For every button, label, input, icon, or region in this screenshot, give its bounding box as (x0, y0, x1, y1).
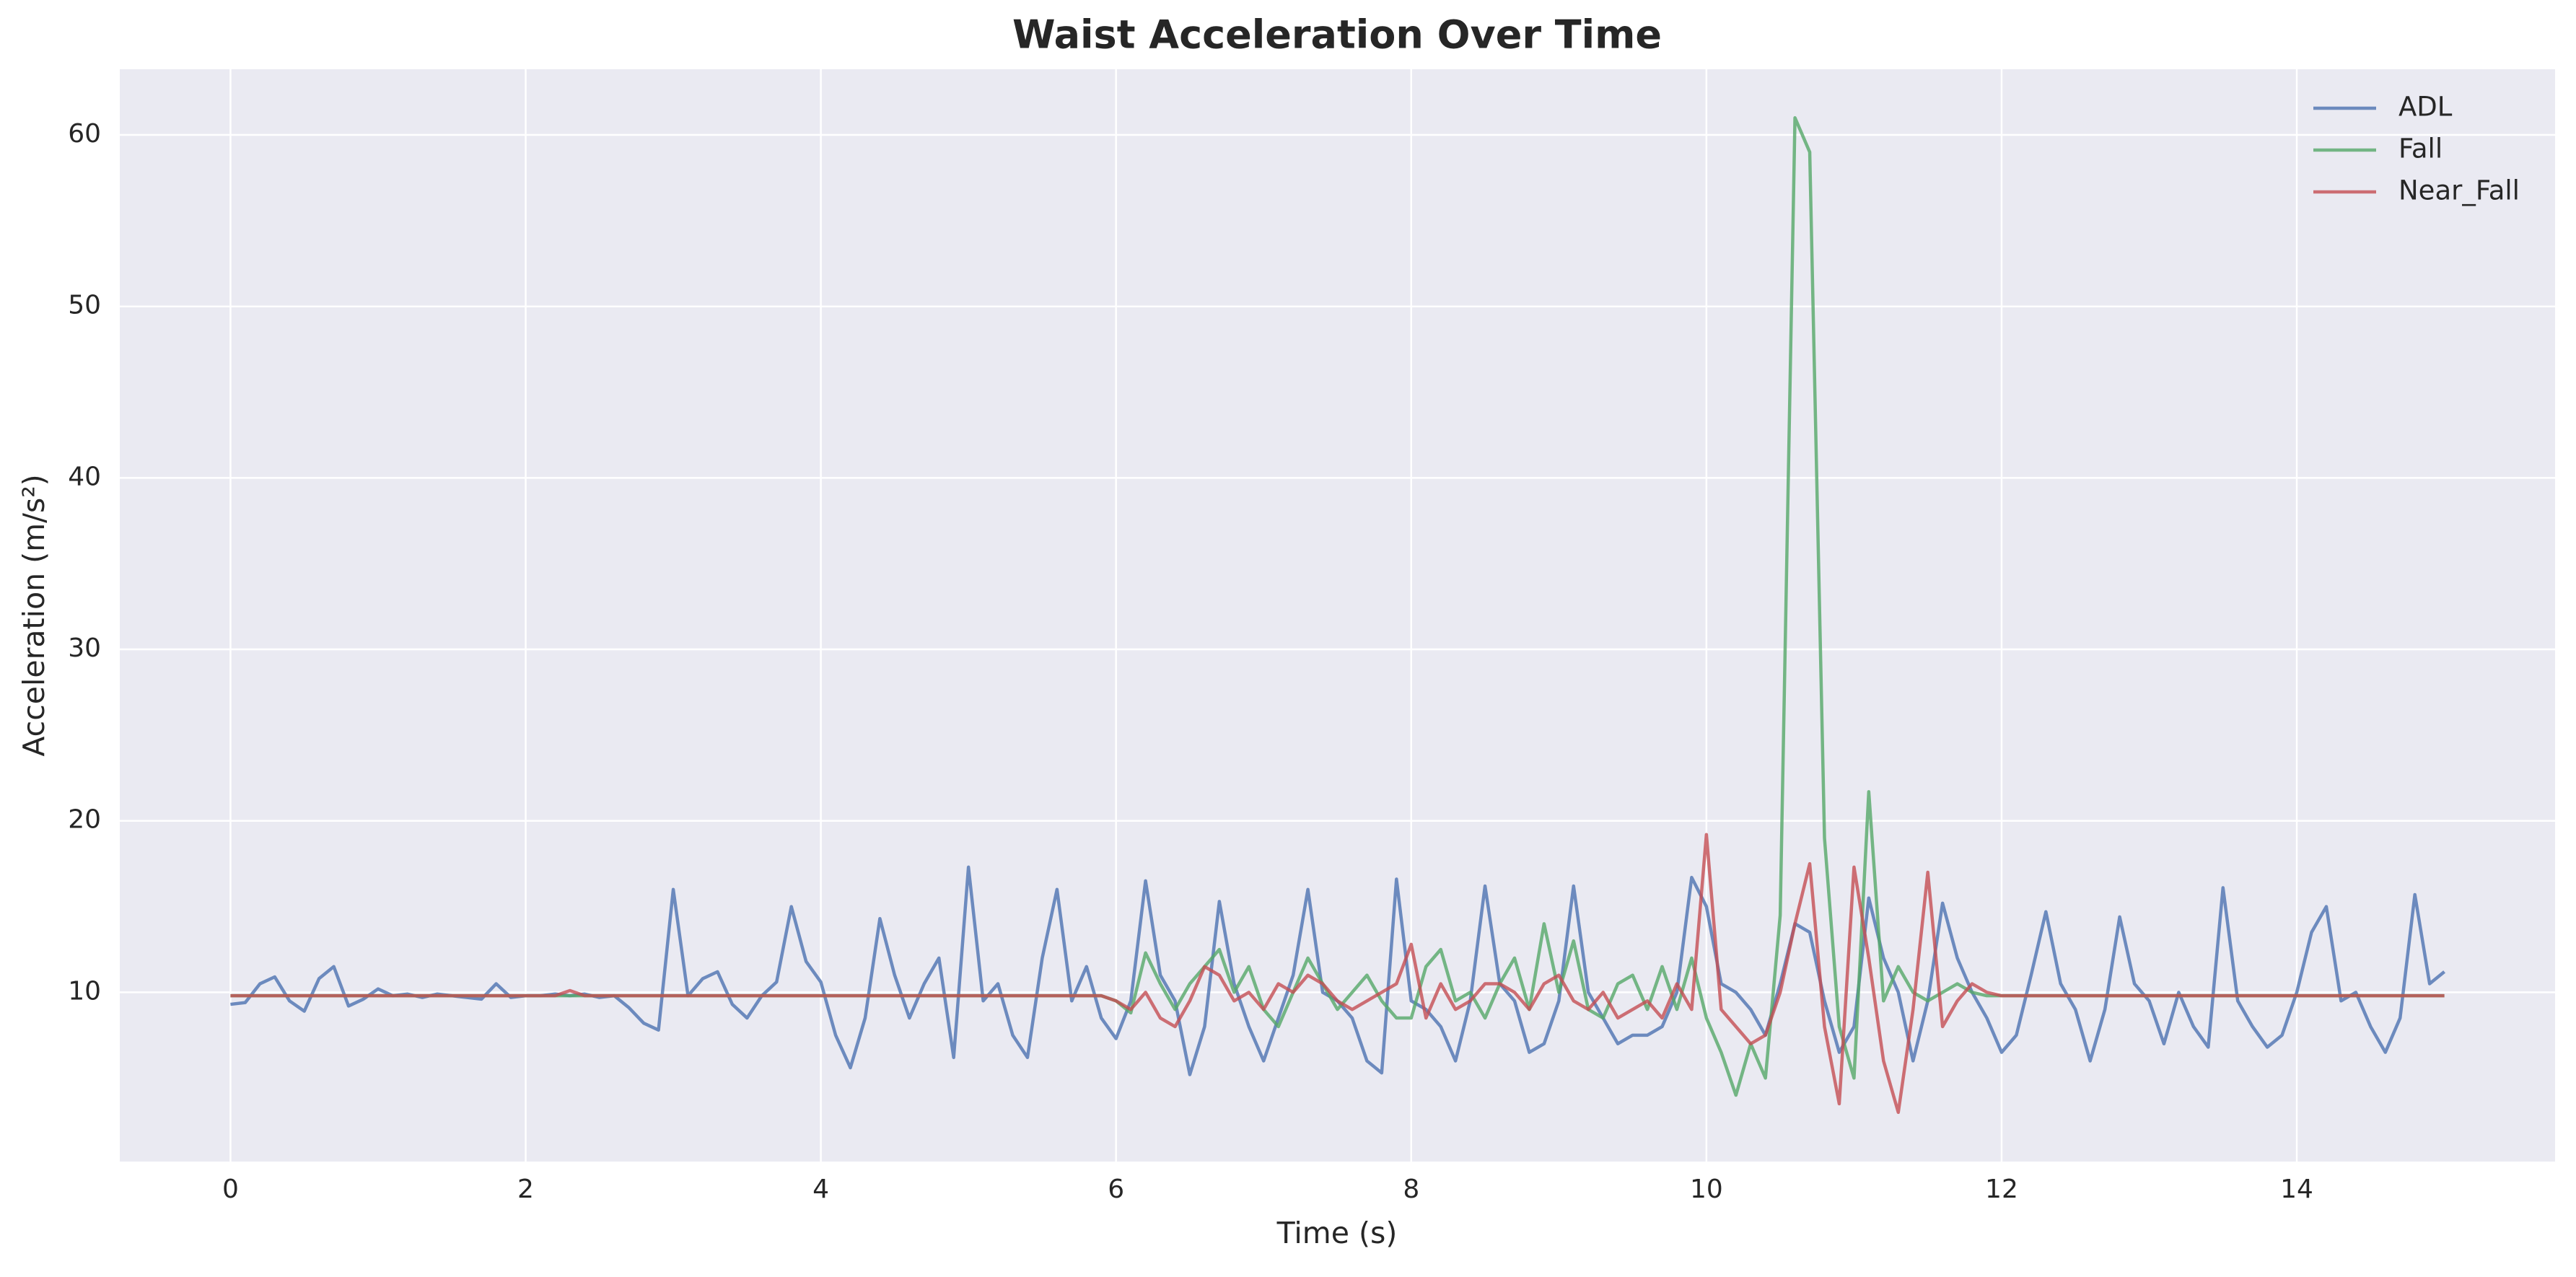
x-tick-label: 6 (1108, 1175, 1124, 1204)
y-tick-label: 60 (68, 119, 101, 149)
legend-label: Fall (2398, 133, 2443, 164)
x-tick-label: 2 (517, 1175, 534, 1204)
legend-label: Near_Fall (2398, 175, 2520, 206)
x-tick-label: 14 (2280, 1175, 2313, 1204)
y-tick-label: 30 (68, 633, 101, 663)
y-tick-label: 50 (68, 291, 101, 320)
x-tick-label: 4 (812, 1175, 829, 1204)
lines (230, 116, 2446, 1115)
x-tick-label: 10 (1690, 1175, 1723, 1204)
x-tick-label: 0 (222, 1175, 239, 1204)
x-tick-label: 8 (1403, 1175, 1419, 1204)
series-line (230, 833, 2445, 1115)
legend-label: ADL (2398, 92, 2453, 123)
legend: ADL Fall Near_Fall (2313, 92, 2520, 206)
grid (120, 69, 2555, 1162)
y-axis-label: Acceleration (m/s²) (17, 474, 51, 756)
y-tick-label: 10 (68, 976, 101, 1006)
x-axis-label: Time (s) (1276, 1216, 1398, 1250)
x-tick-label: 12 (1985, 1175, 2018, 1204)
y-tick-label: 20 (68, 805, 101, 835)
y-tick-label: 40 (68, 462, 101, 491)
chart-title: Waist Acceleration Over Time (1012, 12, 1662, 58)
plot-area (120, 69, 2555, 1162)
